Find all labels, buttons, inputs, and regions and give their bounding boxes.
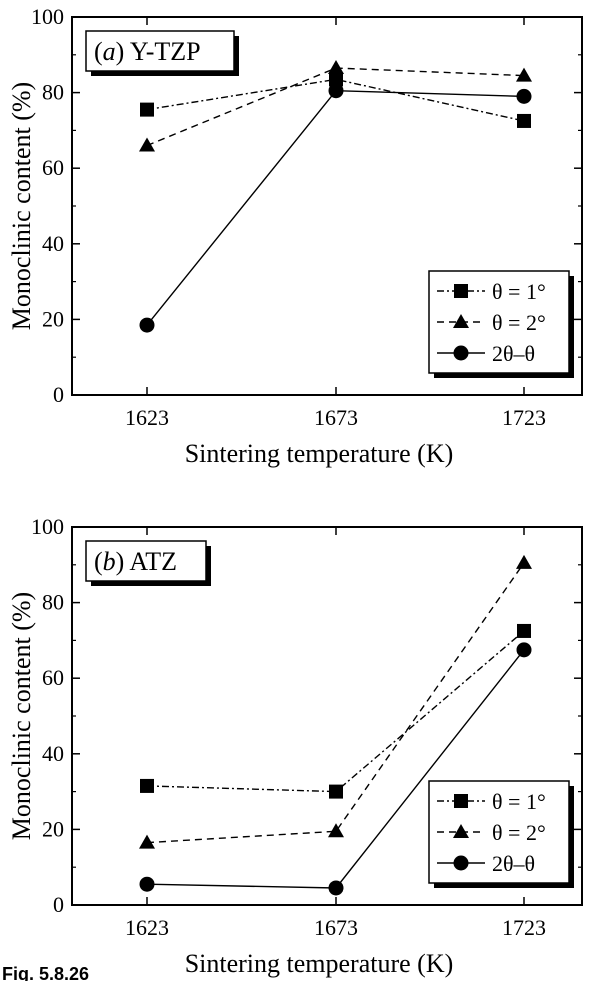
y-axis-label: Monoclinic content (%) [7,592,36,840]
y-tick-label: 60 [42,155,64,180]
x-axis-label: Sintering temperature (K) [185,439,454,468]
legend-label: θ = 1° [492,279,546,304]
legend-marker [454,856,469,871]
series-line [147,631,524,792]
chart-panel-b: 0 20 40 60 80 100 1623 1673 1723 Sintering temper… [7,514,582,978]
y-tick-label: 60 [42,665,64,690]
x-tick-label: 1673 [314,915,358,940]
y-tick-label: 100 [31,514,64,539]
legend-marker [454,284,468,298]
x-tick-label: 1673 [314,405,358,430]
legend-label: θ = 1° [492,789,546,814]
data-point [140,103,154,117]
data-point [517,642,532,657]
x-axis-label: Sintering temperature (K) [185,949,454,978]
series-0 [140,72,531,128]
x-tick-label: 1623 [125,915,169,940]
y-tick-label: 20 [42,816,64,841]
y-tick-label: 20 [42,306,64,331]
legend-marker [454,346,469,361]
y-tick-label: 40 [42,231,64,256]
data-point [329,785,343,799]
data-point [328,823,344,837]
data-point [328,60,344,74]
y-tick-label: 100 [31,4,64,29]
data-point [140,779,154,793]
y-axis-label: Monoclinic content (%) [7,82,36,330]
data-point [517,89,532,104]
data-point [517,114,531,128]
y-tick-label: 40 [42,741,64,766]
data-point [140,318,155,333]
series-0 [140,624,531,799]
x-tick-label: 1623 [125,405,169,430]
legend-label: θ = 2° [492,820,546,845]
y-tick-label: 0 [53,382,64,407]
data-point [516,555,532,569]
legend-marker [454,794,468,808]
panel-label: (a) Y-TZP [94,37,201,66]
data-point [516,68,532,82]
figure-caption: Fig. 5.8.26 [2,964,89,981]
chart-panel-a: 0 20 40 60 80 100 1623 1673 1723 Sintering temper… [7,4,582,468]
y-tick-label: 0 [53,892,64,917]
y-tick-label: 80 [42,80,64,105]
data-point [140,877,155,892]
panel-label: (b) ATZ [94,547,177,576]
data-point [139,138,155,152]
x-tick-label: 1723 [502,915,546,940]
legend-label: θ = 2° [492,310,546,335]
legend-label: 2θ–θ [492,341,535,366]
x-tick-label: 1723 [502,405,546,430]
data-point [329,83,344,98]
data-point [517,624,531,638]
legend-label: 2θ–θ [492,851,535,876]
data-point [329,880,344,895]
y-tick-label: 80 [42,590,64,615]
